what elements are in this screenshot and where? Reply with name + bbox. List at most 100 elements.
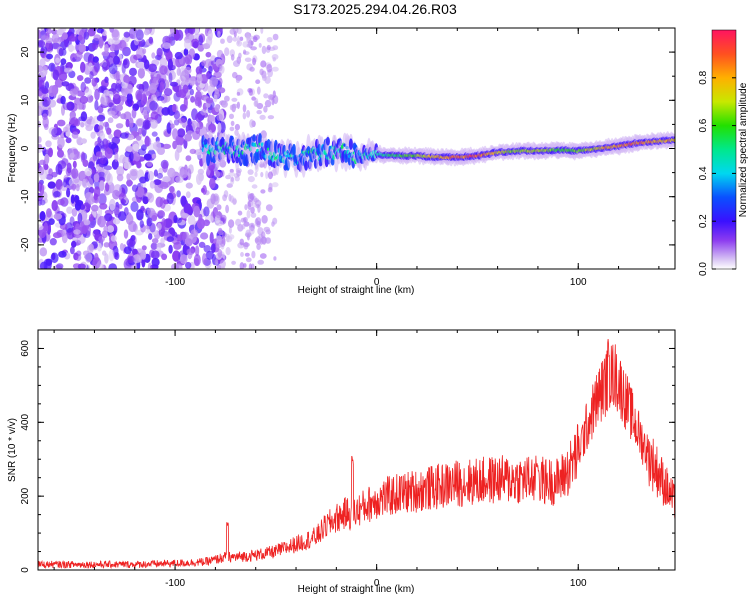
spectrogram-cell <box>162 161 169 173</box>
spectrogram-cell <box>165 50 173 62</box>
spectrogram-cell <box>97 215 107 228</box>
spectrogram-cell <box>38 29 41 40</box>
spectrogram-cell <box>82 178 87 187</box>
spectrogram-cell <box>206 36 213 47</box>
spectrogram-cell <box>189 88 194 96</box>
spectrogram-cell <box>175 176 184 184</box>
spectrogram-cell <box>43 222 49 234</box>
spectrogram-cell <box>304 160 309 171</box>
spectrogram-cell <box>220 38 225 44</box>
spectrogram-cell <box>153 169 158 177</box>
spectrogram-cell <box>136 83 145 90</box>
spectrogram-cell <box>235 78 240 83</box>
snr-x-tick-label: 0 <box>374 578 380 589</box>
spectrogram-cell <box>348 138 353 150</box>
spectrogram-cell <box>104 43 109 54</box>
spectrogram-cell <box>112 189 120 200</box>
spectrogram-cell <box>230 120 235 126</box>
spectrogram-cell <box>271 54 279 60</box>
spectrogram-cell <box>39 211 46 221</box>
spectrogram-cell <box>229 195 235 203</box>
spectrogram-cell <box>43 163 49 170</box>
spectrogram-cell <box>131 184 139 192</box>
spectrogram-cell <box>168 72 173 83</box>
spectrogram-cell <box>91 169 98 175</box>
spectrogram-cell <box>251 184 258 189</box>
spectrogram-cell <box>185 191 191 199</box>
spectrogram-cell <box>76 136 83 146</box>
spectrogram-cell <box>136 47 145 59</box>
spectrogram-cell <box>84 252 93 263</box>
spectrogram-cell <box>66 187 71 198</box>
spectrogram-cell <box>97 105 104 114</box>
spectrogram-cell <box>143 88 151 96</box>
spectrogram-cell <box>83 52 92 63</box>
spectrogram-cell <box>266 37 273 43</box>
spectrogram-cell <box>214 259 219 265</box>
spectrogram-cell <box>141 257 146 268</box>
spectrogram-cell <box>132 143 140 151</box>
spectrogram-cell <box>174 51 183 60</box>
spectrogram-cell <box>132 254 141 264</box>
spectrogram-cell <box>245 31 250 40</box>
spectrogram-cell <box>142 196 149 205</box>
spectrogram-cell <box>127 101 133 108</box>
spectrogram-cell <box>109 198 116 211</box>
spectrogram-cell <box>203 206 210 217</box>
spectrogram-cell <box>39 247 48 257</box>
spectrogram-cell <box>156 172 163 179</box>
spectrogram-cell <box>71 207 78 217</box>
spectrogram-cell <box>38 166 45 176</box>
spectrogram-cell <box>39 261 48 269</box>
spectrogram-cell <box>247 169 254 175</box>
spectrogram-cell <box>42 96 51 107</box>
spectrogram-cell <box>252 142 256 147</box>
spectrogram-cell <box>254 236 262 245</box>
spectrogram-cell <box>39 159 46 165</box>
spectrogram-cell <box>264 99 272 108</box>
spectrogram-cell <box>65 167 72 176</box>
spectrogram-cell <box>140 250 147 260</box>
spectrogram-cell <box>104 213 113 222</box>
spectrogram-y-tick-label: -10 <box>20 189 31 204</box>
spectrogram-cell <box>51 33 60 44</box>
spectrogram-cell <box>120 199 126 204</box>
spectrogram-x-tick-label: -100 <box>165 277 185 288</box>
spectrogram-cell <box>230 176 235 185</box>
spectrogram-cell <box>80 121 85 128</box>
spectrogram-cell <box>136 209 144 221</box>
spectrogram-cell <box>219 259 226 269</box>
spectrogram-cell <box>90 131 96 139</box>
spectrogram-cell <box>252 36 258 43</box>
spectrogram-cell <box>231 103 239 109</box>
spectrogram-cell <box>246 43 251 48</box>
spectrogram-cell <box>167 58 173 71</box>
spectrogram-cell <box>162 42 171 49</box>
spectrogram-cell <box>80 111 88 122</box>
spectrogram-cell <box>258 43 262 48</box>
spectrogram-cell <box>79 95 89 104</box>
spectrogram-cell <box>112 218 121 225</box>
spectrogram-cell <box>249 119 255 128</box>
spectrogram-cell <box>267 171 273 180</box>
spectrogram-cell <box>226 233 230 243</box>
snr-y-tick-label: 0 <box>20 567 31 573</box>
spectrogram-cell <box>193 205 201 218</box>
spectrogram-cell <box>87 177 94 190</box>
spectrogram-cell <box>187 215 196 226</box>
spectrogram-cell <box>174 149 180 161</box>
spectrogram-cell <box>255 79 261 84</box>
spectrogram-cell <box>147 170 154 181</box>
spectrogram-cell <box>267 115 275 120</box>
spectrogram-cell <box>111 159 119 170</box>
spectrogram-cell <box>110 235 117 242</box>
spectrogram-cell <box>250 212 257 218</box>
spectrogram-cell <box>201 60 207 66</box>
spectrogram-cell <box>242 112 247 120</box>
spectrogram-cell <box>61 81 70 87</box>
spectrogram-cell <box>135 118 145 127</box>
spectrogram-cell <box>224 95 230 102</box>
spectrogram-cell <box>38 136 42 144</box>
spectrogram-cell <box>123 246 132 255</box>
snr-frame <box>37 329 676 571</box>
